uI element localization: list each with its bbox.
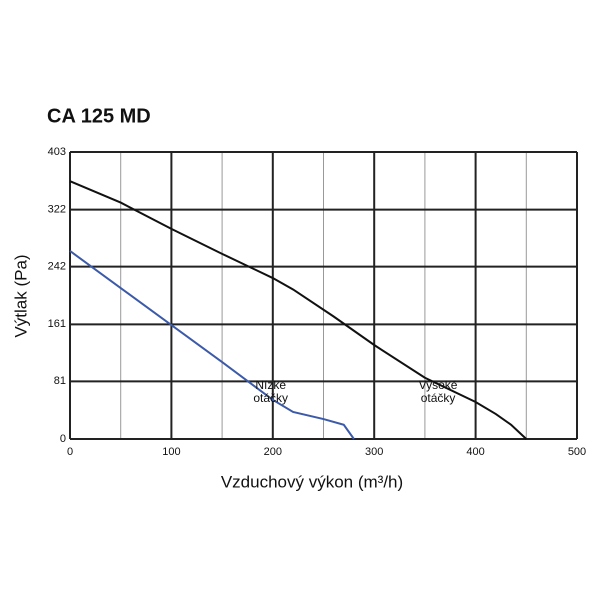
curve-label: Nízke — [255, 378, 286, 392]
y-tick-label: 161 — [48, 318, 66, 330]
y-tick-label: 403 — [48, 146, 66, 158]
curve-label: Vysoké — [419, 378, 458, 392]
x-tick-label: 500 — [568, 446, 586, 458]
curve-label: otáčky — [253, 391, 288, 405]
y-tick-label: 322 — [48, 204, 66, 216]
x-axis-label: Vzduchový výkon (m³/h) — [221, 472, 403, 491]
y-tick-label: 81 — [54, 375, 66, 387]
chart-title: CA 125 MD — [47, 105, 151, 127]
x-tick-label: 300 — [365, 446, 383, 458]
x-tick-label: 400 — [466, 446, 484, 458]
y-tick-label: 242 — [48, 261, 66, 273]
x-tick-label: 200 — [264, 446, 282, 458]
y-tick-label: 0 — [60, 433, 66, 445]
curve-label: otáčky — [421, 391, 456, 405]
series-line — [69, 180, 527, 440]
series-line — [69, 250, 355, 440]
x-tick-label: 0 — [67, 446, 73, 458]
x-tick-label: 100 — [162, 446, 180, 458]
y-axis-label: Výtlak (Pa) — [11, 254, 30, 337]
